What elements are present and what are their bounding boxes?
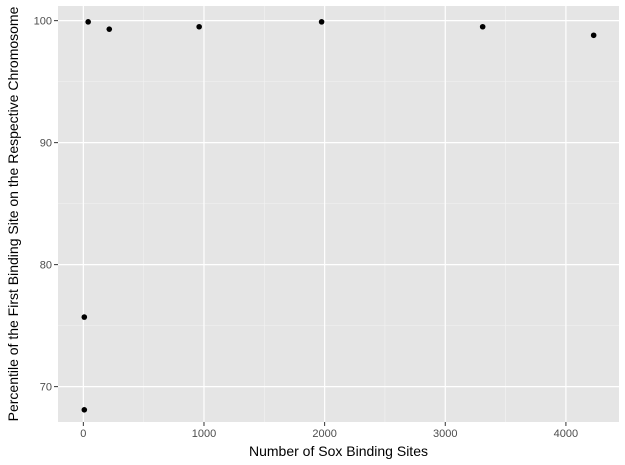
grid-minor	[58, 6, 619, 422]
data-point	[85, 19, 91, 25]
x-tick-label: 0	[80, 428, 86, 440]
x-tick-label: 3000	[433, 428, 457, 440]
x-tick-label: 2000	[312, 428, 336, 440]
y-tick-label: 80	[40, 260, 52, 272]
data-point	[81, 407, 88, 413]
y-axis-ticks: 70 80 90 100	[34, 16, 58, 394]
grid-major	[58, 6, 619, 422]
plot-panel	[58, 6, 619, 422]
y-tick-label: 70	[40, 382, 52, 394]
data-point	[479, 23, 486, 30]
x-tick-label: 4000	[554, 428, 578, 440]
x-axis-ticks: 0 1000 2000 3000 4000	[80, 422, 578, 440]
data-point	[318, 19, 325, 25]
data-points	[81, 19, 597, 413]
x-tick-label: 1000	[192, 428, 216, 440]
data-point	[81, 314, 88, 320]
y-axis-title: Percentile of the First Binding Site on …	[5, 6, 21, 421]
data-point	[196, 23, 202, 30]
x-axis-title: Number of Sox Binding Sites	[249, 443, 428, 459]
data-point	[106, 26, 113, 32]
y-tick-label: 100	[34, 16, 52, 28]
data-point	[590, 32, 597, 39]
y-tick-label: 90	[40, 138, 52, 150]
